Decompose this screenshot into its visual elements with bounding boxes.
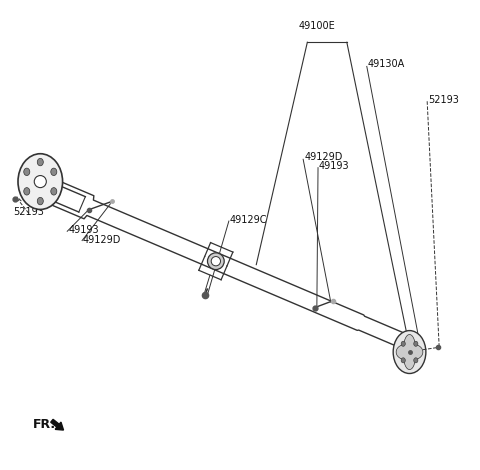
Text: 49129D: 49129D: [304, 152, 342, 163]
Ellipse shape: [24, 168, 30, 176]
Ellipse shape: [401, 358, 405, 363]
Ellipse shape: [51, 168, 57, 176]
FancyArrow shape: [51, 419, 63, 430]
Text: 52193: 52193: [428, 95, 459, 105]
Text: 49129D: 49129D: [83, 235, 121, 245]
Ellipse shape: [37, 197, 43, 205]
Text: 49129C: 49129C: [230, 215, 267, 225]
Text: 52193: 52193: [13, 207, 44, 217]
Circle shape: [207, 253, 224, 270]
Polygon shape: [396, 335, 423, 369]
Text: 49100E: 49100E: [298, 21, 335, 31]
Ellipse shape: [51, 188, 57, 195]
Ellipse shape: [18, 154, 62, 210]
Ellipse shape: [414, 341, 418, 346]
Ellipse shape: [37, 158, 43, 166]
Text: 49193: 49193: [68, 225, 99, 235]
Ellipse shape: [401, 341, 405, 346]
Ellipse shape: [393, 330, 426, 374]
Circle shape: [34, 176, 47, 188]
Text: 49193: 49193: [319, 161, 349, 171]
Text: FR.: FR.: [33, 418, 57, 431]
Ellipse shape: [414, 358, 418, 363]
Ellipse shape: [24, 188, 30, 195]
Text: 49130A: 49130A: [368, 59, 405, 69]
Circle shape: [211, 257, 220, 266]
